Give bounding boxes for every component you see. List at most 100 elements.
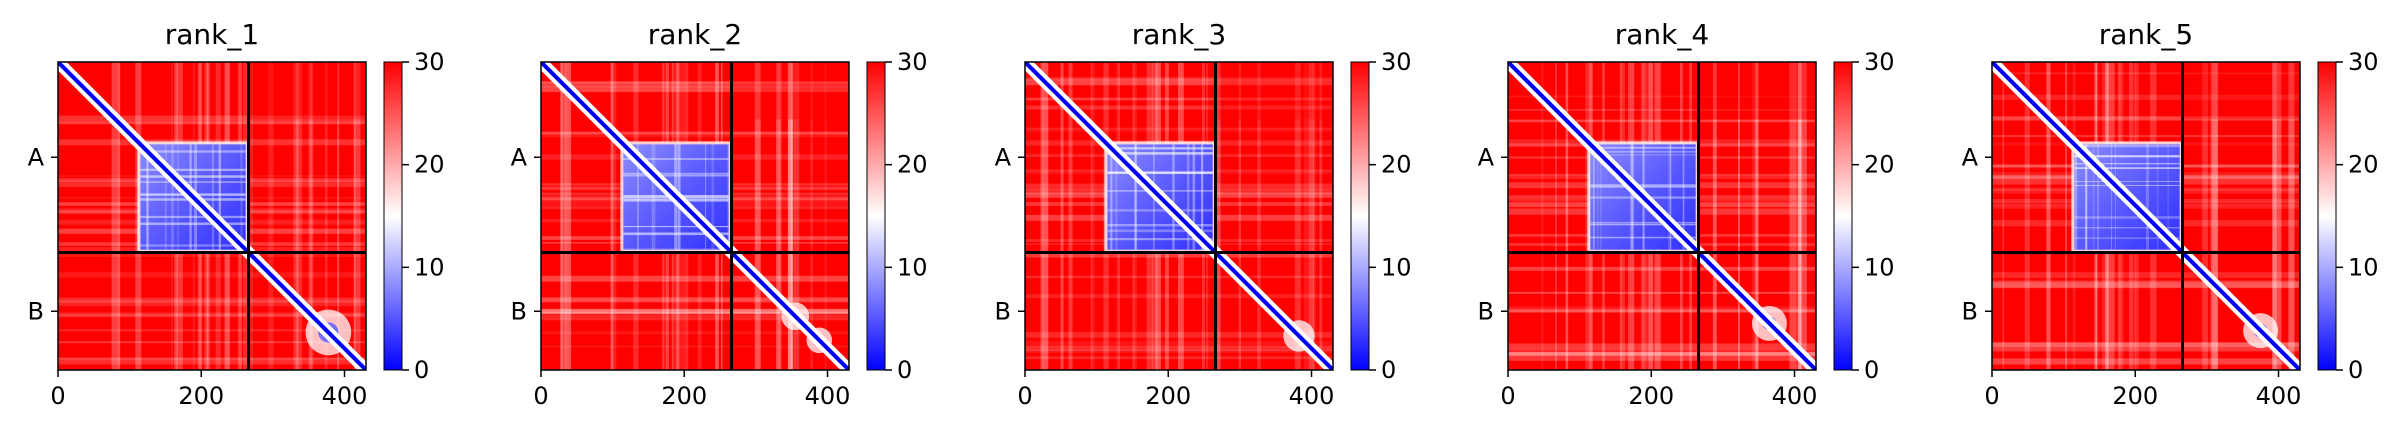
colorbar: 0 10 20 30 (2317, 48, 2379, 384)
domain-stripe (1682, 144, 1685, 250)
colorbar-tick-label: 20 (2348, 151, 2379, 179)
streak-horizontal (1508, 119, 1816, 123)
domain-stripe (2167, 144, 2169, 250)
colorbar-gradient (1350, 61, 1370, 371)
streak-vertical (810, 62, 814, 370)
heatmap-cells (58, 62, 366, 370)
streak-vertical (2024, 62, 2030, 370)
interchain-region (248, 62, 366, 120)
colorbar-tick-label: 10 (1381, 253, 1412, 281)
domain-stripe (1590, 184, 1696, 186)
domain-stripe (2084, 144, 2088, 250)
panel-title: rank_2 (648, 18, 742, 51)
streak-horizontal (1025, 356, 1333, 360)
streak-vertical (1797, 62, 1802, 370)
streak-vertical (2275, 62, 2282, 370)
interchain-region (2182, 62, 2300, 120)
streak-horizontal (541, 297, 849, 301)
domain-stripe (1107, 229, 1213, 233)
streak-horizontal (58, 297, 366, 303)
domain-stripe (164, 144, 167, 250)
diagonal (541, 62, 849, 370)
streak-horizontal (1992, 342, 2300, 348)
colorbar-gradient (1833, 61, 1853, 371)
heatmap-panel-4: rank_4 0 200 400 A B 0 10 20 30 (1478, 18, 1895, 410)
streak-horizontal (541, 309, 849, 314)
streak-horizontal (1992, 116, 2300, 121)
domain-stripe (623, 158, 729, 160)
streak-horizontal (58, 251, 366, 258)
domain-stripe (2074, 162, 2180, 165)
colorbar-tick-label: 20 (897, 151, 928, 179)
streak-horizontal (541, 331, 849, 335)
x-tick-label: 0 (50, 382, 65, 410)
streak-horizontal (1025, 345, 1333, 351)
streak-vertical (337, 62, 340, 370)
colorbar-tick-label: 30 (414, 48, 445, 76)
domain-stripe (146, 144, 149, 250)
streak-horizontal (58, 299, 366, 307)
colorbar-gradient (2317, 61, 2337, 371)
streak-vertical (787, 62, 794, 370)
streak-horizontal (58, 357, 366, 360)
heatmap-cells (1992, 62, 2300, 370)
colorbar-tick-label: 30 (897, 48, 928, 76)
colorbar: 0 10 20 30 (1350, 48, 1412, 384)
streak-horizontal (541, 311, 849, 314)
colorbar-tick-label: 10 (1864, 253, 1895, 281)
domain-stripe (2074, 237, 2180, 239)
x-tick-label: 400 (2256, 382, 2302, 410)
streak-horizontal (1508, 352, 1816, 357)
domain-stripe (211, 144, 215, 250)
domain-stripe (727, 144, 729, 250)
diagonal (1025, 62, 1333, 370)
panel-title: rank_5 (2099, 18, 2193, 51)
colorbar-tick-label: 0 (414, 356, 429, 384)
domain-stripe (1590, 223, 1696, 226)
streak-vertical (1215, 62, 1221, 370)
domain-stripe (2146, 144, 2149, 250)
streak-vertical (111, 62, 118, 370)
streak-vertical (1068, 62, 1073, 370)
streak-vertical (565, 62, 572, 370)
streak-horizontal (1025, 275, 1333, 279)
colorbar-tick-label: 0 (2348, 356, 2363, 384)
streak-vertical (788, 62, 793, 370)
domain-stripe (2074, 144, 2078, 250)
domain-stripe (1600, 144, 1602, 250)
domain-stripe (140, 181, 246, 183)
streak-vertical (824, 62, 827, 370)
colorbar: 0 10 20 30 (383, 48, 445, 384)
streak-vertical (1800, 62, 1807, 370)
x-tick-label: 200 (178, 382, 224, 410)
domain-stripe (140, 222, 246, 226)
chain-label: A (1478, 143, 1495, 171)
colorbar-tick-label: 30 (2348, 48, 2379, 76)
streak-horizontal (1025, 105, 1333, 110)
streak-vertical (1752, 62, 1759, 370)
streak-vertical (2002, 62, 2005, 370)
streak-horizontal (58, 115, 366, 122)
domain-stripe (1597, 144, 1599, 250)
streak-vertical (2046, 62, 2051, 370)
colorbar-tick-label: 10 (897, 253, 928, 281)
streak-horizontal (1508, 351, 1816, 356)
diagonal (1508, 62, 1816, 370)
domain-stripe (2097, 144, 2099, 250)
domain-stripe (623, 172, 729, 175)
streak-vertical (1294, 62, 1301, 370)
heatmap-cells (1508, 62, 1816, 370)
domain-stripe (1192, 144, 1196, 250)
domain-stripe (1590, 221, 1696, 223)
interchain-region (1215, 62, 1333, 120)
streak-horizontal (541, 81, 849, 84)
domain-stripe (2074, 227, 2180, 229)
streak-vertical (1712, 62, 1717, 370)
streak-vertical (2272, 62, 2278, 370)
streak-vertical (247, 62, 254, 370)
domain-stripe (653, 144, 656, 250)
streak-vertical (2212, 62, 2218, 370)
streak-horizontal (1025, 77, 1333, 81)
streak-vertical (754, 62, 761, 370)
streak-horizontal (1508, 343, 1816, 350)
